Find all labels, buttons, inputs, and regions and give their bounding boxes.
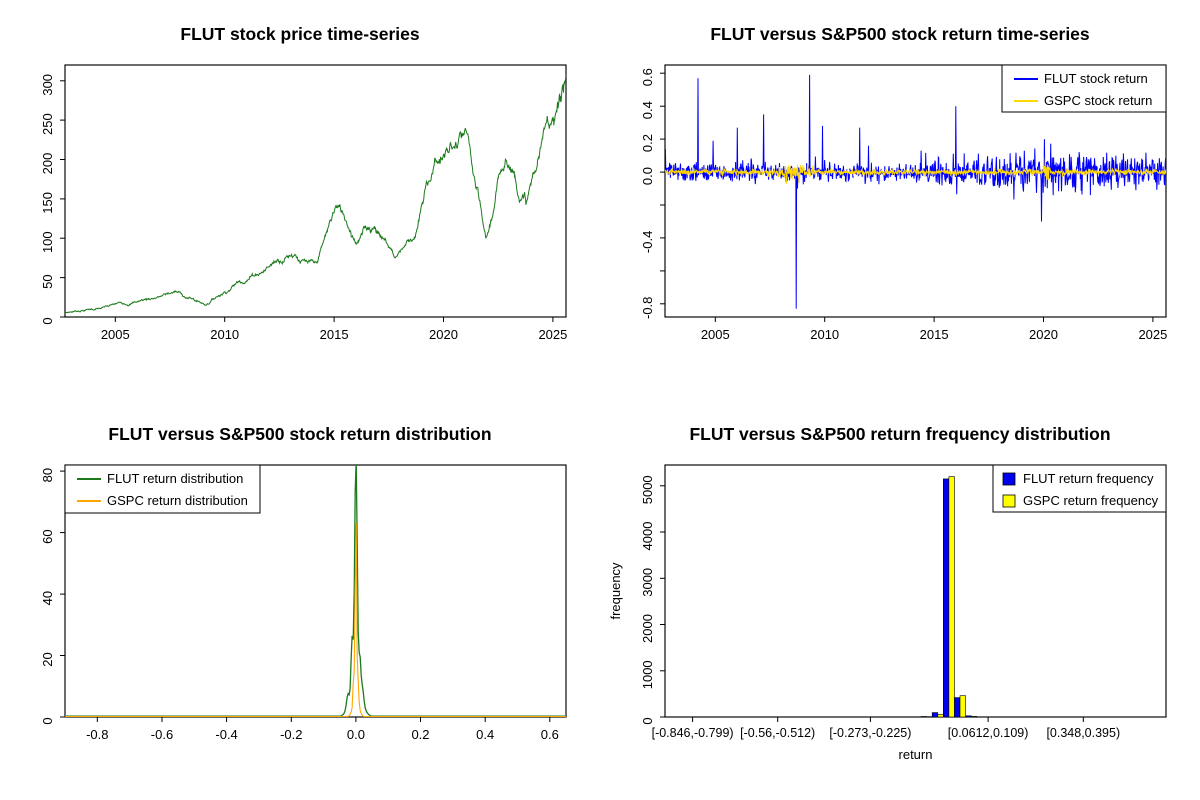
svg-text:0: 0 [640,717,655,724]
svg-text:FLUT versus S&P500 return freq: FLUT versus S&P500 return frequency dist… [689,424,1110,444]
svg-text:2005: 2005 [101,327,130,342]
svg-text:0.0: 0.0 [347,727,365,742]
svg-text:2000: 2000 [640,614,655,643]
svg-text:2010: 2010 [810,327,839,342]
svg-text:FLUT versus S&P500 stock retur: FLUT versus S&P500 stock return time-ser… [710,24,1090,44]
svg-text:0: 0 [40,317,55,324]
svg-text:FLUT return frequency: FLUT return frequency [1023,471,1154,486]
svg-text:80: 80 [40,468,55,482]
svg-text:[-0.846,-0.799): [-0.846,-0.799) [652,726,734,740]
svg-text:-0.8: -0.8 [640,297,655,319]
svg-text:3000: 3000 [640,568,655,597]
svg-text:2020: 2020 [1029,327,1058,342]
svg-text:50: 50 [40,274,55,288]
svg-text:2025: 2025 [538,327,567,342]
svg-text:FLUT versus S&P500 stock retur: FLUT versus S&P500 stock return distribu… [108,424,491,444]
svg-text:return: return [899,747,933,762]
svg-text:1000: 1000 [640,660,655,689]
svg-text:0.6: 0.6 [541,727,559,742]
svg-text:GSPC stock return: GSPC stock return [1044,93,1152,108]
svg-text:300: 300 [40,74,55,96]
svg-text:[-0.273,-0.225): [-0.273,-0.225) [829,726,911,740]
svg-text:-0.6: -0.6 [151,727,173,742]
svg-text:0.2: 0.2 [411,727,429,742]
svg-text:0.6: 0.6 [640,68,655,86]
svg-text:FLUT stock price time-series: FLUT stock price time-series [180,24,420,44]
svg-text:2020: 2020 [429,327,458,342]
svg-text:0.4: 0.4 [640,101,655,119]
svg-text:[0.0612,0.109): [0.0612,0.109) [948,726,1029,740]
svg-text:40: 40 [40,591,55,605]
svg-text:-0.2: -0.2 [280,727,302,742]
svg-text:100: 100 [40,231,55,253]
svg-text:5000: 5000 [640,475,655,504]
svg-text:20: 20 [40,652,55,666]
svg-text:frequency: frequency [608,562,623,620]
svg-text:2015: 2015 [920,327,949,342]
svg-text:2015: 2015 [320,327,349,342]
svg-text:-0.4: -0.4 [215,727,237,742]
svg-text:4000: 4000 [640,522,655,551]
svg-text:2010: 2010 [210,327,239,342]
svg-text:-0.4: -0.4 [640,231,655,253]
svg-text:FLUT stock return: FLUT stock return [1044,71,1148,86]
svg-text:GSPC return frequency: GSPC return frequency [1023,493,1159,508]
svg-text:-0.8: -0.8 [86,727,108,742]
svg-text:2005: 2005 [701,327,730,342]
svg-text:0: 0 [40,717,55,724]
svg-text:0.0: 0.0 [640,167,655,185]
svg-text:0.2: 0.2 [640,134,655,152]
svg-text:0.4: 0.4 [476,727,494,742]
svg-text:[0.348,0.395): [0.348,0.395) [1046,726,1120,740]
svg-text:FLUT return distribution: FLUT return distribution [107,471,243,486]
svg-text:2025: 2025 [1138,327,1167,342]
svg-text:GSPC return distribution: GSPC return distribution [107,493,248,508]
svg-text:60: 60 [40,529,55,543]
svg-text:250: 250 [40,113,55,135]
svg-text:200: 200 [40,153,55,175]
svg-text:150: 150 [40,192,55,214]
svg-text:[-0.56,-0.512): [-0.56,-0.512) [740,726,815,740]
